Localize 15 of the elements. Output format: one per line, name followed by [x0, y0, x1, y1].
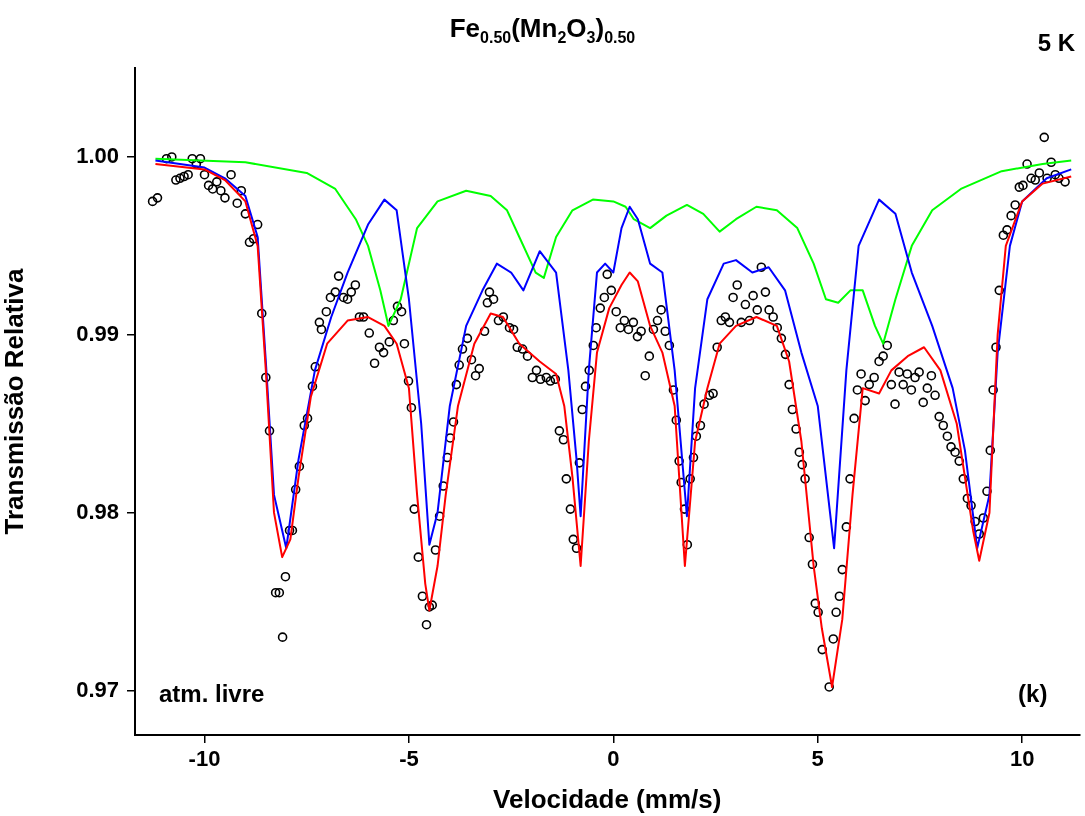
annotation: (k) — [1018, 679, 1048, 707]
y-tick-label: 0.97 — [76, 676, 119, 702]
y-tick-label: 0.98 — [76, 498, 119, 524]
x-axis-title: Velocidade (mm/s) — [493, 783, 722, 814]
annotation: atm. livre — [159, 679, 265, 707]
x-tick-label: -5 — [399, 746, 419, 772]
y-axis-title: Transmissão Relativa — [0, 268, 29, 535]
chart-title: Fe$_{0.50}$(Mn$_{2}$O$_{3}$)$_{0.50}$ — [449, 13, 636, 47]
x-tick-label: 5 — [811, 746, 824, 772]
x-tick-label: 0 — [607, 746, 620, 772]
text: 5 K — [1037, 28, 1076, 56]
y-tick-label: 1.00 — [76, 143, 119, 168]
x-tick-label: 10 — [1009, 746, 1035, 772]
y-tick-label: 0.99 — [76, 320, 119, 346]
x-tick-label: -10 — [188, 746, 221, 772]
